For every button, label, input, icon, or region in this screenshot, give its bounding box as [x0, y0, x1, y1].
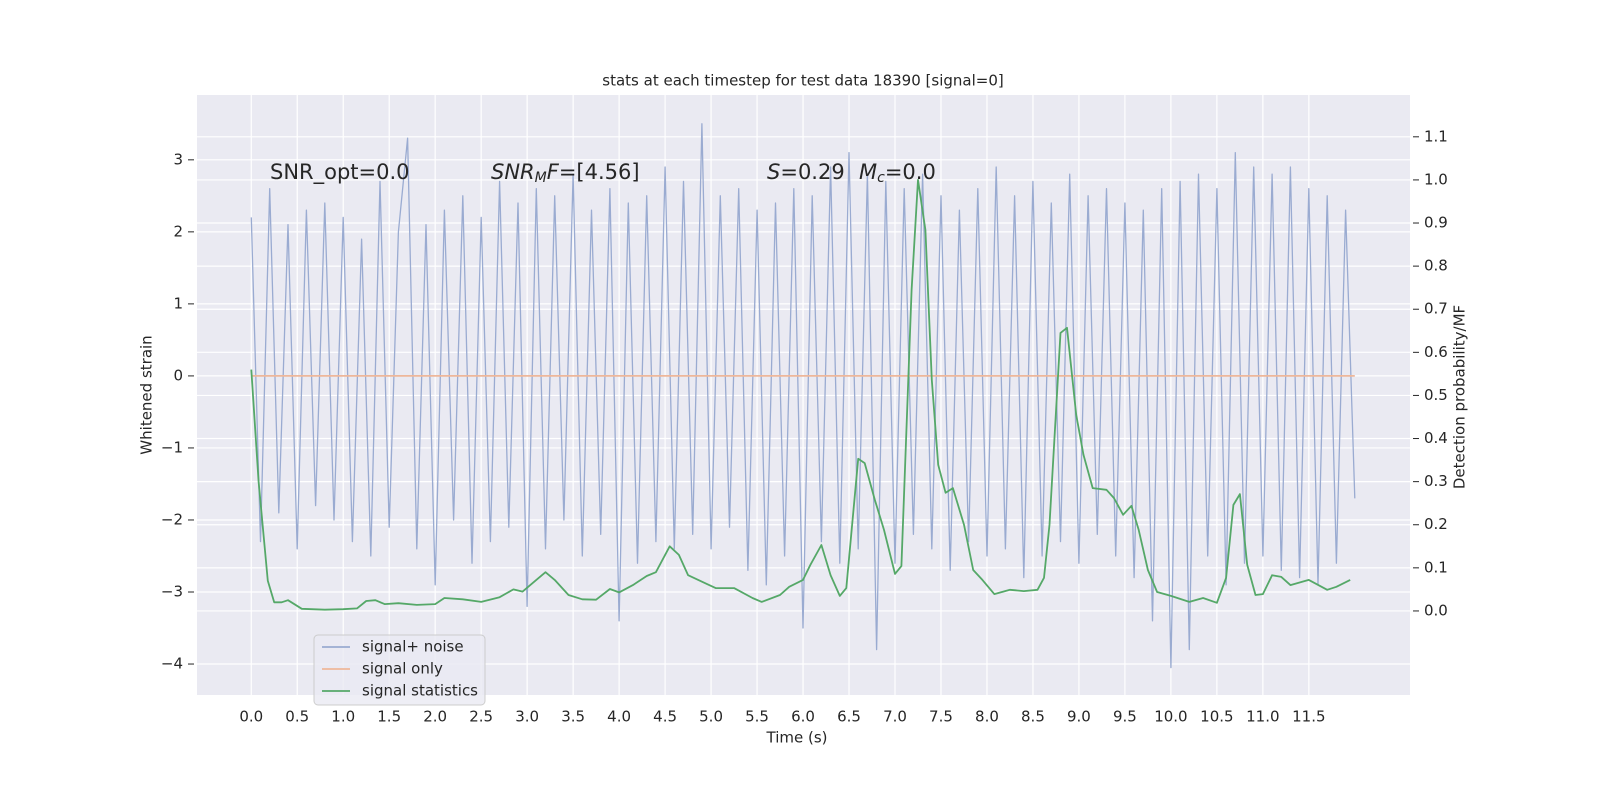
legend-label: signal+ noise: [362, 638, 464, 656]
y2-tick-label: 1.1: [1424, 127, 1448, 145]
annotation-part: c: [877, 170, 885, 186]
y2-tick-label: 0.5: [1424, 386, 1448, 404]
annotation-part: SNR_opt=0.0: [270, 160, 410, 185]
annotation-part: =[4.56]: [559, 160, 640, 184]
annotation-part: F: [547, 160, 560, 184]
marks: [250, 123, 1356, 669]
x-tick-label: 5.0: [699, 708, 723, 726]
y2-tick-label: 0.1: [1424, 558, 1448, 576]
x-axis-label: Time (s): [766, 729, 828, 747]
labels: 0.0 0.5 1.0 1.5 2.0 2.5 3.0 3.5 4.0 4.5 5.0 5.5 6.0 6…: [161, 127, 1448, 725]
y2-axis-label: Detection probability/MF: [1451, 305, 1469, 489]
x-tick-label: 9.0: [1067, 708, 1091, 726]
y2-tick-label: 0.3: [1424, 472, 1448, 490]
y2-tick-label: 0.2: [1424, 515, 1448, 533]
x-tick-label: 0.0: [239, 708, 263, 726]
x-tick-label: 2.0: [423, 708, 447, 726]
x-tick-label: 0.5: [285, 708, 309, 726]
y2-tick-label: 0.8: [1424, 257, 1448, 275]
x-tick-label: 5.5: [745, 708, 769, 726]
legend-label: signal only: [362, 660, 443, 678]
y-tick-label: −4: [161, 655, 183, 673]
series-line: [250, 179, 1351, 611]
annotation: Mc=0.0: [859, 160, 936, 186]
annotation-part: S: [767, 160, 780, 184]
x-tick-label: 9.5: [1113, 708, 1137, 726]
x-tick-label: 7.5: [929, 708, 953, 726]
y-tick-label: 0: [173, 366, 183, 384]
x-tick-label: 8.5: [1021, 708, 1045, 726]
annotation: SNR_opt=0.0: [270, 160, 410, 185]
x-tick-label: 3.0: [515, 708, 539, 726]
x-tick-label: 4.5: [653, 708, 677, 726]
y-tick-label: −3: [161, 582, 183, 600]
y2-tick-label: 0.4: [1424, 429, 1448, 447]
x-tick-label: 6.5: [837, 708, 861, 726]
y2-tick-label: 0.6: [1424, 343, 1448, 361]
series-line: [250, 123, 1356, 669]
annotation-part: =0.0: [885, 160, 936, 184]
y-tick-label: 3: [173, 150, 183, 168]
y-tick-label: 1: [173, 294, 183, 312]
x-tick-label: 6.0: [791, 708, 815, 726]
y2-tick-label: 0.7: [1424, 300, 1448, 318]
x-tick-label: 10.0: [1154, 708, 1187, 726]
y-tick-label: −1: [161, 438, 183, 456]
x-tick-label: 1.5: [377, 708, 401, 726]
x-tick-label: 8.0: [975, 708, 999, 726]
x-tick-label: 4.0: [607, 708, 631, 726]
legend-label: signal statistics: [362, 682, 478, 700]
y-tick-label: 2: [173, 222, 183, 240]
y2-tick-label: 1.0: [1424, 170, 1448, 188]
x-tick-label: 11.5: [1292, 708, 1325, 726]
x-tick-label: 7.0: [883, 708, 907, 726]
y2-tick-label: 0.9: [1424, 214, 1448, 232]
legend: signal+ noise signal only signal statistic…: [313, 634, 486, 706]
annotation-part: M: [859, 160, 877, 184]
annotation-part: SNR: [491, 160, 535, 184]
y2-tick-label: 0.0: [1424, 601, 1448, 619]
y-axis-label: Whitened strain: [138, 335, 156, 454]
legend-box: [313, 634, 486, 706]
x-tick-label: 10.5: [1200, 708, 1233, 726]
annotation-part: =0.29: [780, 160, 844, 184]
x-tick-label: 1.0: [331, 708, 355, 726]
x-tick-label: 3.5: [561, 708, 585, 726]
y-tick-label: −2: [161, 510, 183, 528]
annotation: S=0.29: [767, 160, 845, 184]
annotation: SNRMF=[4.56]: [491, 160, 640, 186]
annotation-part: M: [535, 170, 547, 186]
chart-title: stats at each timestep for test data 183…: [602, 72, 1003, 90]
x-tick-label: 11.0: [1246, 708, 1279, 726]
x-tick-label: 2.5: [469, 708, 493, 726]
